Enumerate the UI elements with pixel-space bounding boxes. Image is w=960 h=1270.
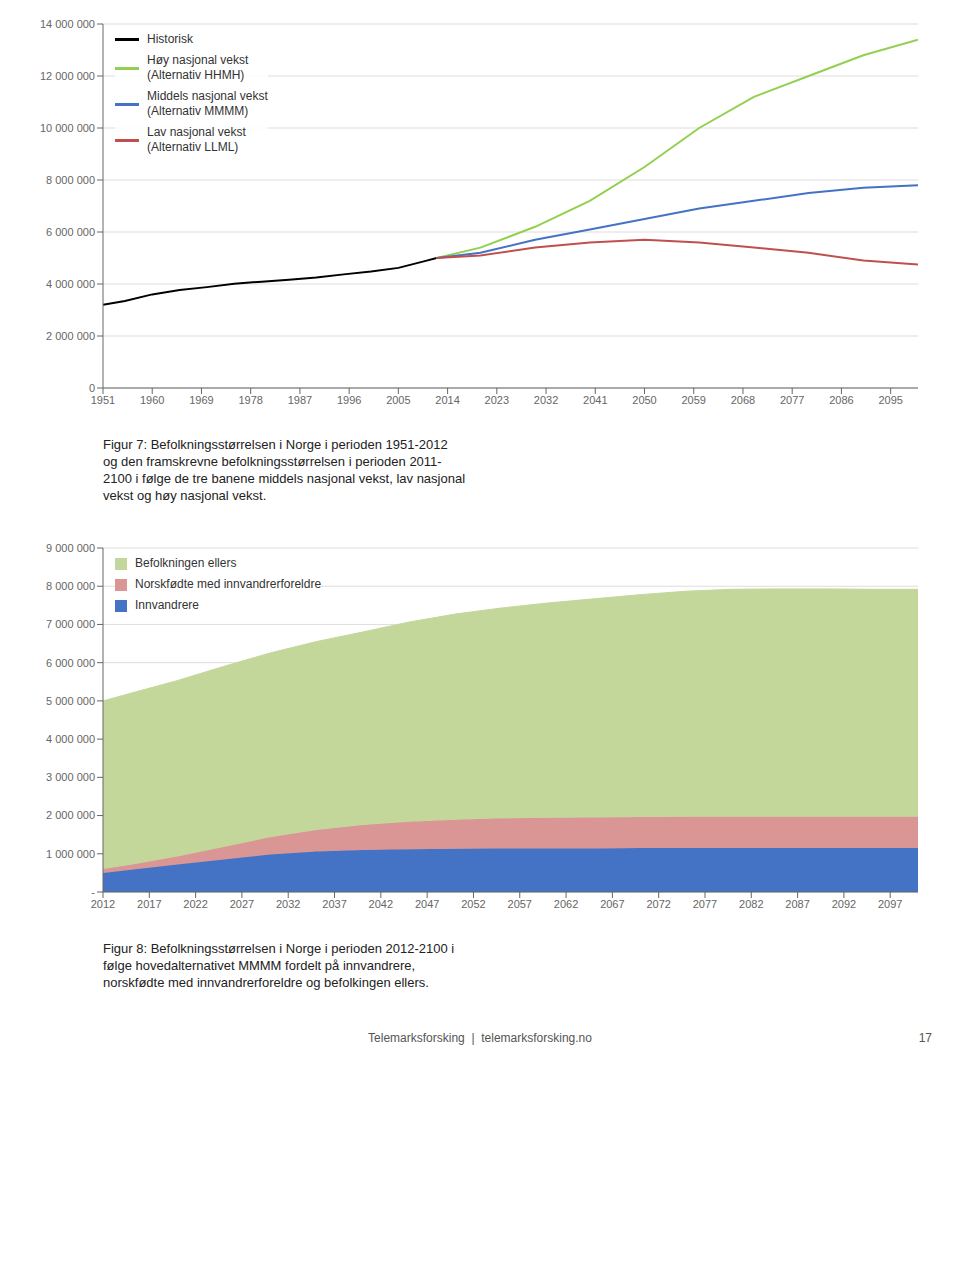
svg-text:2023: 2023 xyxy=(485,394,509,406)
html-text:Middels nasjonal vekst (Altern: Middels nasjonal vekst (Alternativ MMMM) xyxy=(147,89,268,118)
svg-text:12 000 000: 12 000 000 xyxy=(40,70,95,82)
svg-text:2017: 2017 xyxy=(137,898,161,910)
svg-text:2067: 2067 xyxy=(600,898,624,910)
svg-text:2 000 000: 2 000 000 xyxy=(46,809,95,821)
html-text:Lav nasjonal vekst (Alternativ: Lav nasjonal vekst (Alternativ LLML) xyxy=(147,125,246,154)
svg-text:5 000 000: 5 000 000 xyxy=(46,695,95,707)
svg-text:4 000 000: 4 000 000 xyxy=(46,733,95,745)
svg-text:2068: 2068 xyxy=(731,394,755,406)
svg-text:2059: 2059 xyxy=(681,394,705,406)
svg-text:2047: 2047 xyxy=(415,898,439,910)
html-text:Innvandrere: Innvandrere xyxy=(135,598,199,612)
svg-text:2082: 2082 xyxy=(739,898,763,910)
svg-text:2052: 2052 xyxy=(461,898,485,910)
svg-text:10 000 000: 10 000 000 xyxy=(40,122,95,134)
svg-text:2042: 2042 xyxy=(369,898,393,910)
html-text:Norskfødte med innvandrerforel: Norskfødte med innvandrerforeldre xyxy=(135,577,322,591)
html-text:Figur 8: Befolkningsstørrelsen: Figur 8: Befolkningsstørrelsen i Norge i… xyxy=(103,941,455,990)
svg-text:-: - xyxy=(91,886,95,898)
svg-text:1960: 1960 xyxy=(140,394,164,406)
svg-text:2062: 2062 xyxy=(554,898,578,910)
svg-text:2077: 2077 xyxy=(693,898,717,910)
svg-text:2097: 2097 xyxy=(878,898,902,910)
svg-text:2095: 2095 xyxy=(878,394,902,406)
svg-text:2005: 2005 xyxy=(386,394,410,406)
svg-text:2 000 000: 2 000 000 xyxy=(46,330,95,342)
svg-text:2092: 2092 xyxy=(832,898,856,910)
svg-text:2022: 2022 xyxy=(183,898,207,910)
html-text:17: 17 xyxy=(918,1031,932,1045)
svg-text:2032: 2032 xyxy=(534,394,558,406)
svg-text:7 000 000: 7 000 000 xyxy=(46,618,95,630)
svg-text:1969: 1969 xyxy=(189,394,213,406)
svg-text:0: 0 xyxy=(89,382,95,394)
html-text:Befolkningen ellers: Befolkningen ellers xyxy=(135,556,237,570)
html-text:Høy nasjonal vekst (Alternativ: Høy nasjonal vekst (Alternativ HHMH) xyxy=(147,53,249,82)
svg-text:2077: 2077 xyxy=(780,394,804,406)
html-text:Historisk: Historisk xyxy=(147,32,193,46)
svg-text:2012: 2012 xyxy=(91,898,115,910)
svg-text:2032: 2032 xyxy=(276,898,300,910)
svg-text:14 000 000: 14 000 000 xyxy=(40,18,95,30)
svg-text:6 000 000: 6 000 000 xyxy=(46,226,95,238)
html-text:Figur 7: Befolkningsstørrelsen: Figur 7: Befolkningsstørrelsen i Norge i… xyxy=(103,437,466,503)
svg-text:1 000 000: 1 000 000 xyxy=(46,848,95,860)
svg-text:2086: 2086 xyxy=(829,394,853,406)
svg-text:3 000 000: 3 000 000 xyxy=(46,771,95,783)
svg-text:2050: 2050 xyxy=(632,394,656,406)
html-text:Telemarksforsking | telemarksf: Telemarksforsking | telemarksforsking.no xyxy=(368,1031,592,1045)
svg-text:2014: 2014 xyxy=(435,394,459,406)
svg-text:2072: 2072 xyxy=(646,898,670,910)
svg-text:1996: 1996 xyxy=(337,394,361,406)
svg-text:1978: 1978 xyxy=(238,394,262,406)
svg-text:4 000 000: 4 000 000 xyxy=(46,278,95,290)
svg-text:2087: 2087 xyxy=(785,898,809,910)
svg-text:2057: 2057 xyxy=(508,898,532,910)
svg-text:2041: 2041 xyxy=(583,394,607,406)
svg-text:9 000 000: 9 000 000 xyxy=(46,542,95,554)
svg-text:1951: 1951 xyxy=(91,394,115,406)
svg-text:2027: 2027 xyxy=(230,898,254,910)
svg-text:6 000 000: 6 000 000 xyxy=(46,657,95,669)
svg-text:8 000 000: 8 000 000 xyxy=(46,580,95,592)
svg-text:8 000 000: 8 000 000 xyxy=(46,174,95,186)
svg-text:2037: 2037 xyxy=(322,898,346,910)
svg-text:1987: 1987 xyxy=(288,394,312,406)
